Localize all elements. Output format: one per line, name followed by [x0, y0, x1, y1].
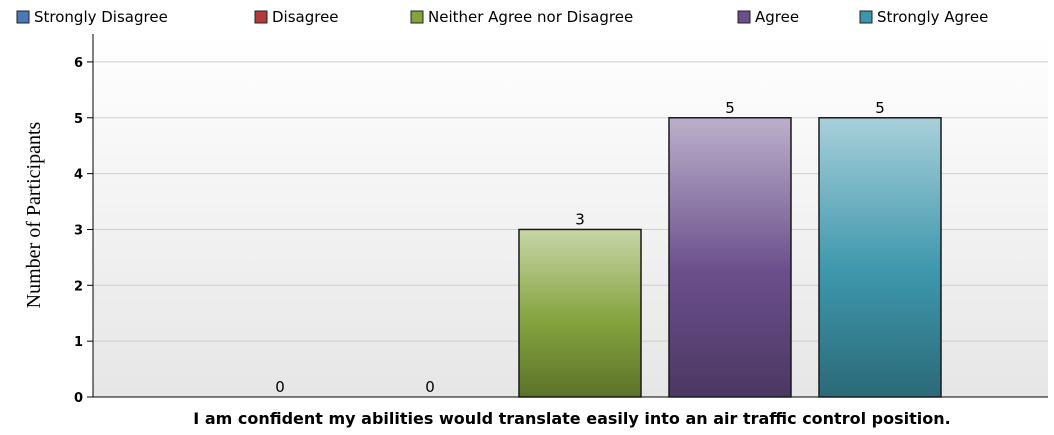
bar-value-label: 3 — [575, 210, 585, 228]
legend-swatch — [16, 10, 30, 24]
legend: Strongly Disagree Disagree Neither Agree n… — [16, 8, 988, 26]
legend-swatch — [410, 10, 424, 24]
bar-neither-agree-nor-disagree — [518, 228, 642, 398]
x-axis-label: I am confident my abilities would transl… — [193, 409, 950, 428]
legend-swatch — [737, 10, 751, 24]
y-tick-label: 4 — [74, 168, 83, 183]
y-tick-label: 6 — [74, 56, 83, 71]
legend-swatch — [859, 10, 873, 24]
legend-label: Strongly Disagree — [34, 8, 168, 26]
bar-value-label: 0 — [425, 378, 435, 396]
legend-item: Neither Agree nor Disagree — [410, 8, 633, 26]
value-labels: 0 0 3 5 5 — [275, 99, 885, 396]
bar-strongly-agree — [818, 117, 942, 398]
legend-label: Disagree — [272, 8, 339, 26]
legend-label: Strongly Agree — [877, 8, 988, 26]
legend-item: Disagree — [254, 8, 339, 26]
legend-label: Neither Agree nor Disagree — [428, 8, 633, 26]
legend-item: Strongly Agree — [859, 8, 988, 26]
y-tick-label: 0 — [74, 391, 83, 406]
legend-item: Strongly Disagree — [16, 8, 168, 26]
y-tick-label: 3 — [74, 223, 83, 238]
y-tick-label: 2 — [74, 279, 83, 294]
bar-value-label: 5 — [725, 99, 735, 117]
legend-item: Agree — [737, 8, 799, 26]
y-axis-label: Number of Participants — [23, 121, 45, 308]
y-tick-label: 1 — [74, 335, 83, 350]
bar-agree — [668, 117, 792, 398]
legend-swatch — [254, 10, 268, 24]
bars — [518, 117, 942, 398]
bar-value-label: 0 — [275, 378, 285, 396]
bar-value-label: 5 — [875, 99, 885, 117]
legend-label: Agree — [755, 8, 799, 26]
y-tick-label: 5 — [74, 112, 83, 127]
